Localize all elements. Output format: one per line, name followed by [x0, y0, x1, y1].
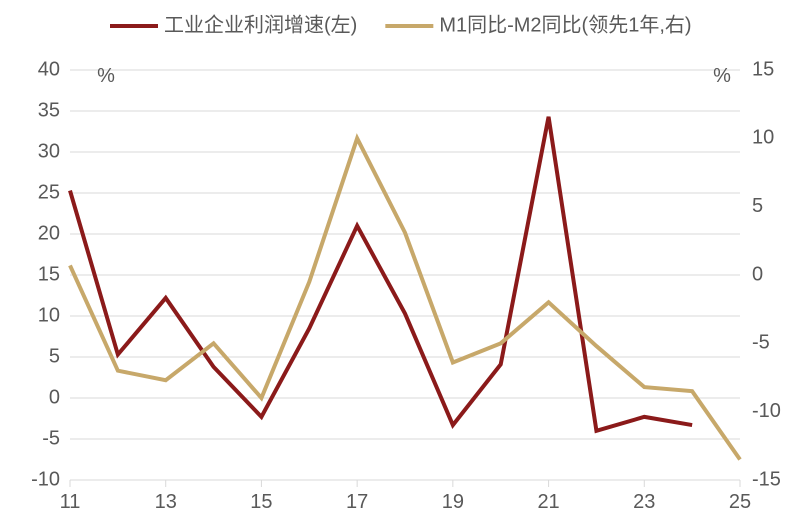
legend-label-profit: 工业企业利润增速(左)	[164, 13, 357, 36]
svg-text:15: 15	[38, 263, 60, 285]
svg-text:20: 20	[38, 222, 60, 244]
svg-text:15: 15	[250, 491, 272, 513]
svg-text:-5: -5	[752, 332, 770, 354]
unit-label-right: %	[713, 65, 731, 87]
svg-text:-10: -10	[752, 400, 781, 422]
line-chart: -10 -5 0 5 10 15 20 25 30 35 40 -15 -10 -5 0 5 10 15 11 13 1…	[0, 0, 802, 526]
svg-text:-15: -15	[752, 468, 781, 490]
chart-background	[0, 0, 802, 526]
svg-text:25: 25	[729, 491, 751, 513]
svg-text:0: 0	[752, 263, 763, 285]
legend-label-m1m2: M1同比-M2同比(领先1年,右)	[439, 13, 691, 36]
svg-text:13: 13	[155, 491, 177, 513]
svg-text:11: 11	[60, 491, 81, 513]
svg-text:25: 25	[38, 181, 60, 203]
svg-text:-5: -5	[42, 427, 60, 449]
unit-label-left: %	[97, 65, 115, 87]
svg-text:5: 5	[752, 195, 763, 217]
chart-container: -10 -5 0 5 10 15 20 25 30 35 40 -15 -10 -5 0 5 10 15 11 13 1…	[0, 0, 802, 526]
svg-text:-10: -10	[31, 468, 60, 490]
svg-text:23: 23	[633, 491, 655, 513]
svg-text:15: 15	[752, 58, 774, 80]
svg-text:40: 40	[38, 58, 60, 80]
svg-text:35: 35	[38, 99, 60, 121]
svg-text:10: 10	[752, 127, 774, 149]
svg-text:0: 0	[49, 386, 60, 408]
svg-text:19: 19	[442, 491, 464, 513]
svg-text:21: 21	[537, 491, 559, 513]
svg-text:10: 10	[38, 304, 60, 326]
svg-text:5: 5	[49, 345, 60, 367]
svg-text:17: 17	[346, 491, 368, 513]
svg-text:30: 30	[38, 140, 60, 162]
